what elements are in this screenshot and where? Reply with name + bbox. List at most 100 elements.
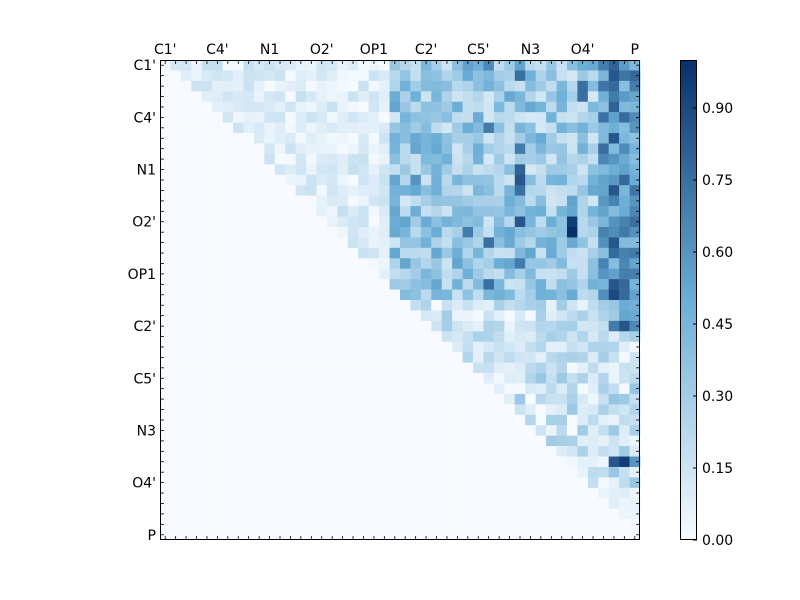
heatmap-cell (222, 247, 234, 259)
heatmap-cell (379, 216, 390, 228)
heatmap-cell (379, 289, 390, 301)
heatmap-cell (222, 80, 234, 92)
heatmap-cell (420, 216, 432, 228)
heatmap-cell (629, 300, 641, 311)
heatmap-cell (389, 383, 401, 395)
heatmap-cell (473, 268, 484, 280)
heatmap-cell (264, 174, 276, 186)
heatmap-cell (233, 466, 244, 478)
heatmap-cell (514, 446, 526, 457)
heatmap-cell (337, 174, 349, 186)
heatmap-cell (253, 279, 265, 290)
heatmap-cell (295, 279, 307, 290)
heatmap-cell (441, 226, 453, 238)
heatmap-cell (180, 425, 192, 436)
heatmap-cell (295, 519, 307, 530)
heatmap-cell (160, 80, 171, 92)
heatmap-cell (337, 341, 349, 353)
heatmap-cell (462, 529, 474, 541)
heatmap-cell (358, 60, 369, 71)
heatmap-cell (368, 279, 380, 290)
heatmap-cell (400, 456, 411, 468)
heatmap-cell (452, 529, 463, 541)
heatmap-cell (473, 279, 484, 290)
heatmap-cell (160, 320, 171, 332)
heatmap-cell (420, 143, 432, 155)
heatmap-cell (608, 101, 620, 113)
heatmap-cell (556, 226, 568, 238)
heatmap-cell (347, 414, 359, 426)
heatmap-cell (368, 383, 380, 395)
heatmap-cell (577, 498, 589, 509)
heatmap-cell (389, 247, 401, 259)
heatmap-cell (180, 80, 192, 92)
heatmap-cell (619, 206, 630, 217)
heatmap-cell (608, 466, 620, 478)
heatmap-cell (514, 195, 526, 207)
heatmap-cell (535, 508, 547, 520)
heatmap-cell (253, 226, 265, 238)
heatmap-cell (473, 425, 484, 436)
heatmap-cell (608, 498, 620, 509)
heatmap-cell (201, 446, 213, 457)
heatmap-cell (222, 226, 234, 238)
heatmap-cell (191, 258, 202, 269)
heatmap-cell (400, 216, 411, 228)
heatmap-cell (285, 153, 296, 165)
heatmap-cell (410, 153, 422, 165)
heatmap-cell (598, 185, 609, 196)
heatmap-cell (431, 91, 442, 102)
heatmap-cell (577, 404, 589, 416)
heatmap-cell (629, 341, 641, 353)
heatmap-cell (525, 529, 536, 541)
heatmap-cell (629, 60, 641, 71)
heatmap-cell (222, 508, 234, 520)
heatmap-cell (180, 247, 192, 259)
heatmap-cell (285, 216, 296, 228)
heatmap-cell (191, 122, 202, 134)
heatmap-cell (358, 320, 369, 332)
heatmap-cell (525, 279, 536, 290)
heatmap-cell (483, 153, 495, 165)
colorbar-frame (680, 60, 697, 540)
heatmap-cell (629, 80, 641, 92)
heatmap-cell (462, 247, 474, 259)
heatmap-cell (556, 122, 568, 134)
heatmap-cell (274, 477, 286, 489)
heatmap-cell (160, 352, 171, 363)
heatmap-cell (598, 300, 609, 311)
heatmap-cell (160, 456, 171, 468)
heatmap-cell (431, 508, 442, 520)
heatmap-cell (253, 383, 265, 395)
heatmap-cell (191, 341, 202, 353)
heatmap-cell (598, 498, 609, 509)
heatmap-cell (483, 268, 495, 280)
heatmap-cell (253, 414, 265, 426)
heatmap-cell (160, 519, 171, 530)
heatmap-cell (608, 289, 620, 301)
heatmap-cell (525, 352, 536, 363)
heatmap-cell (493, 446, 505, 457)
heatmap-cell (170, 466, 182, 478)
heatmap-cell (326, 122, 338, 134)
heatmap-cell (525, 362, 536, 374)
heatmap-cell (295, 341, 307, 353)
heatmap-cell (326, 70, 338, 82)
heatmap-cell (431, 300, 442, 311)
heatmap-cell (201, 508, 213, 520)
heatmap-cell (274, 70, 286, 82)
heatmap-cell (347, 352, 359, 363)
heatmap-cell (160, 477, 171, 489)
heatmap-cell (379, 519, 390, 530)
heatmap-cell (326, 279, 338, 290)
colorbar: 0.000.150.300.450.600.750.90 (680, 60, 733, 549)
heatmap-cell (358, 331, 369, 342)
heatmap-cell (452, 133, 463, 144)
heatmap-cell (514, 529, 526, 541)
heatmap-cell (170, 185, 182, 196)
heatmap-cell (389, 393, 401, 405)
heatmap-cell (483, 446, 495, 457)
heatmap-cell (347, 195, 359, 207)
heatmap-cell (368, 393, 380, 405)
heatmap-cell (191, 133, 202, 144)
